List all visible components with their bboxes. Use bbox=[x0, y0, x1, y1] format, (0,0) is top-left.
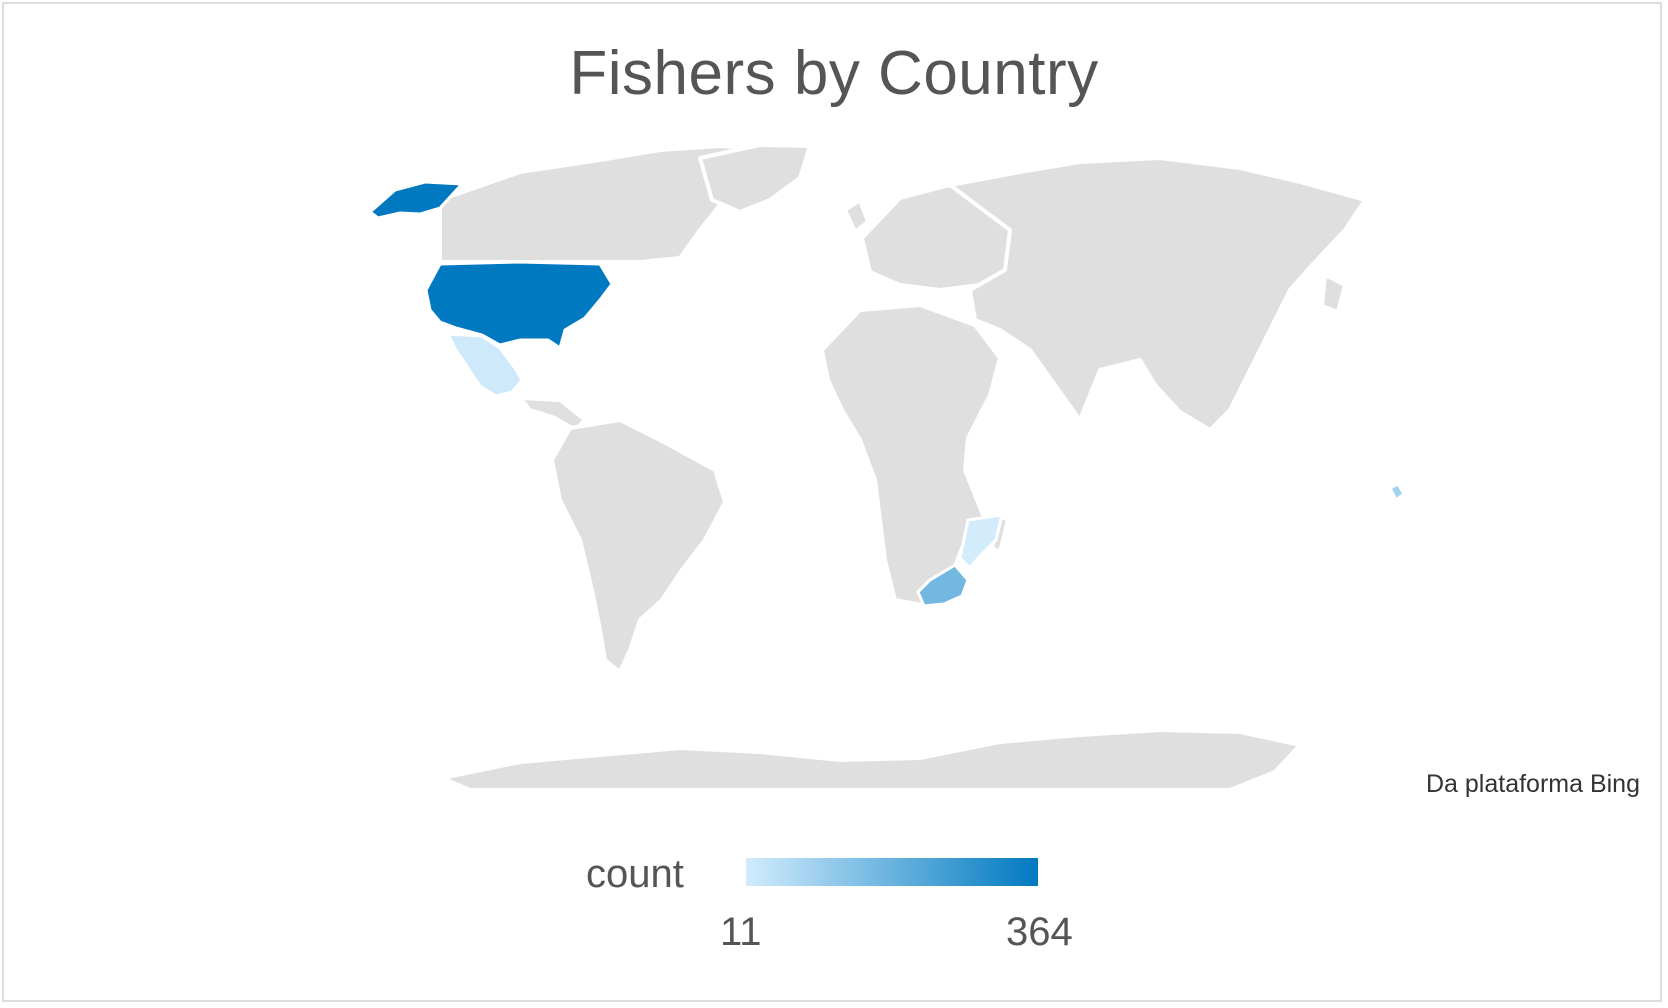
region-fiji[interactable] bbox=[1387, 482, 1406, 503]
land-uk bbox=[843, 198, 870, 234]
legend-max-label: 364 bbox=[1006, 910, 1073, 954]
chart-title: Fishers by Country bbox=[569, 39, 1099, 108]
region-alaska[interactable] bbox=[367, 180, 466, 220]
legend-min-label: 11 bbox=[720, 910, 762, 954]
legend-title: count bbox=[586, 852, 684, 896]
legend-gradient-bar bbox=[746, 858, 1038, 886]
data-regions bbox=[367, 180, 1406, 608]
land-asia bbox=[948, 156, 1367, 432]
region-mexico[interactable] bbox=[445, 332, 524, 398]
region-usa[interactable] bbox=[424, 260, 614, 351]
region-mozambique[interactable] bbox=[958, 513, 1004, 571]
base-land bbox=[438, 143, 1367, 792]
land-antarctica bbox=[440, 728, 1302, 792]
land-japan bbox=[1320, 273, 1347, 314]
region-south-africa[interactable] bbox=[916, 563, 970, 608]
map-attribution: Da plataforma Bing bbox=[1425, 770, 1640, 798]
land-south-america bbox=[550, 418, 727, 674]
land-greenland bbox=[698, 143, 812, 214]
